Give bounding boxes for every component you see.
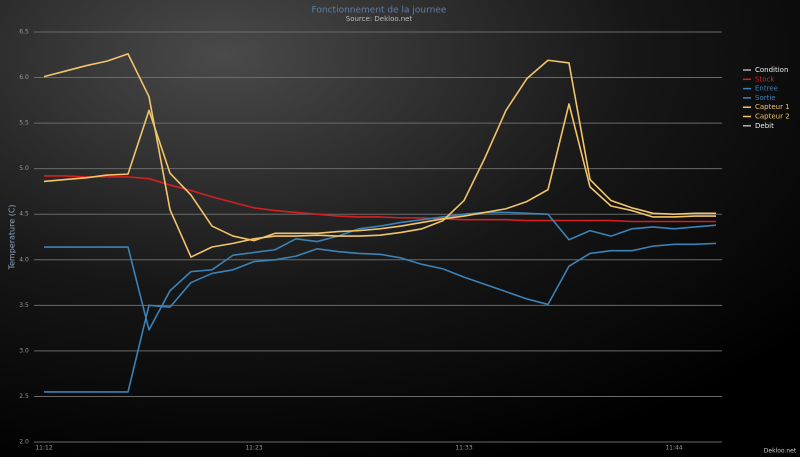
x-tick-label: 11:44 <box>665 445 682 452</box>
legend-label: Capteur 1 <box>755 103 790 111</box>
x-tick-label: 11:12 <box>35 445 52 452</box>
x-tick-label: 11:23 <box>245 445 262 452</box>
chart-subtitle: Source: Dekloo.net <box>346 15 413 23</box>
y-tick-label: 5.5 <box>19 120 29 127</box>
series-line <box>44 242 717 393</box>
y-tick-label: 5.0 <box>19 165 29 172</box>
y-tick-label: 3.0 <box>19 347 29 354</box>
series-line <box>43 103 716 242</box>
legend-label: Debit <box>755 122 774 130</box>
y-tick-label: 2.5 <box>19 393 29 400</box>
series-line <box>44 211 717 331</box>
legend-label: Stock <box>755 75 775 83</box>
series-line <box>43 53 716 258</box>
y-tick-label: 6.0 <box>19 74 29 81</box>
y-tick-label: 4.0 <box>19 256 29 263</box>
y-tick-label: 2.0 <box>19 439 29 446</box>
credit: Dekloo.net <box>764 448 797 455</box>
y-tick-label: 4.5 <box>19 211 29 218</box>
x-tick-label: 11:33 <box>455 445 472 452</box>
y-axis-label: Temperature (C) <box>8 204 17 270</box>
legend-label: Condition <box>755 66 788 74</box>
legend-label: Sortie <box>755 94 776 102</box>
series-line <box>44 175 716 223</box>
y-tick-label: 6.5 <box>19 29 29 36</box>
legend-label: Entree <box>755 85 778 93</box>
legend-label: Capteur 2 <box>755 113 790 121</box>
chart-title: Fonctionnement de la journee <box>312 6 447 16</box>
y-tick-label: 3.5 <box>19 302 29 309</box>
